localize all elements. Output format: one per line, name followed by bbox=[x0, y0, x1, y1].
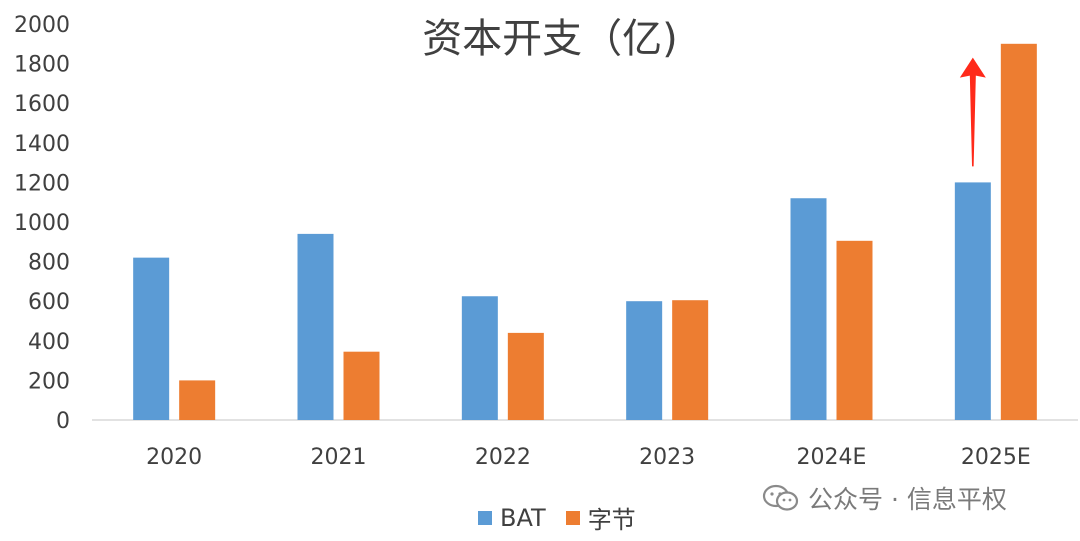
legend-label-bytedance: 字节 bbox=[587, 506, 636, 534]
legend-item-bat: BAT bbox=[478, 504, 546, 532]
bar-bat-2020 bbox=[133, 257, 170, 420]
y-tick-label: 1600 bbox=[14, 92, 70, 117]
x-tick-label: 2023 bbox=[639, 445, 695, 470]
legend-swatch-bat bbox=[478, 510, 492, 525]
y-tick-label: 200 bbox=[28, 369, 70, 394]
y-tick-label: 400 bbox=[28, 330, 70, 355]
bar-bytedance-2023 bbox=[672, 300, 709, 420]
y-tick-label: 600 bbox=[28, 290, 70, 315]
bar-bytedance-2021 bbox=[343, 351, 380, 420]
bar-bytedance-2025e bbox=[1000, 43, 1037, 421]
bar-bat-2024e bbox=[790, 198, 827, 420]
y-tick-label: 1400 bbox=[14, 132, 70, 157]
y-tick-label: 1000 bbox=[14, 211, 70, 236]
bar-bytedance-2020 bbox=[179, 380, 216, 420]
y-tick-label: 0 bbox=[56, 409, 70, 434]
legend: BAT 字节 bbox=[478, 500, 636, 535]
x-tick-label: 2025E bbox=[961, 445, 1031, 470]
bar-bytedance-2024e bbox=[836, 240, 873, 420]
watermark: 公众号 · 信息平权 bbox=[762, 480, 1007, 516]
legend-label-bat: BAT bbox=[500, 503, 546, 532]
watermark-text: 公众号 · 信息平权 bbox=[808, 485, 1007, 514]
chart-title: 资本开支（亿) bbox=[422, 16, 678, 62]
y-tick-label: 800 bbox=[28, 251, 70, 276]
legend-swatch-bytedance bbox=[565, 510, 580, 525]
x-tick-label: 2021 bbox=[311, 445, 367, 470]
x-tick-label: 2022 bbox=[475, 445, 531, 470]
bar-bat-2021 bbox=[297, 233, 334, 420]
wechat-icon bbox=[762, 484, 799, 511]
bar-bat-2023 bbox=[626, 301, 663, 420]
bar-bytedance-2022 bbox=[507, 332, 544, 420]
y-tick-label: 2000 bbox=[14, 13, 70, 38]
bar-bat-2022 bbox=[461, 296, 498, 420]
x-tick-label: 2024E bbox=[797, 445, 867, 470]
legend-item-bytedance: 字节 bbox=[565, 500, 636, 535]
x-tick-label: 2020 bbox=[146, 445, 202, 470]
y-tick-label: 1200 bbox=[14, 171, 70, 196]
red-up-arrow-icon bbox=[959, 57, 986, 167]
y-tick-label: 1800 bbox=[14, 53, 70, 78]
bar-bat-2025e bbox=[954, 182, 991, 420]
